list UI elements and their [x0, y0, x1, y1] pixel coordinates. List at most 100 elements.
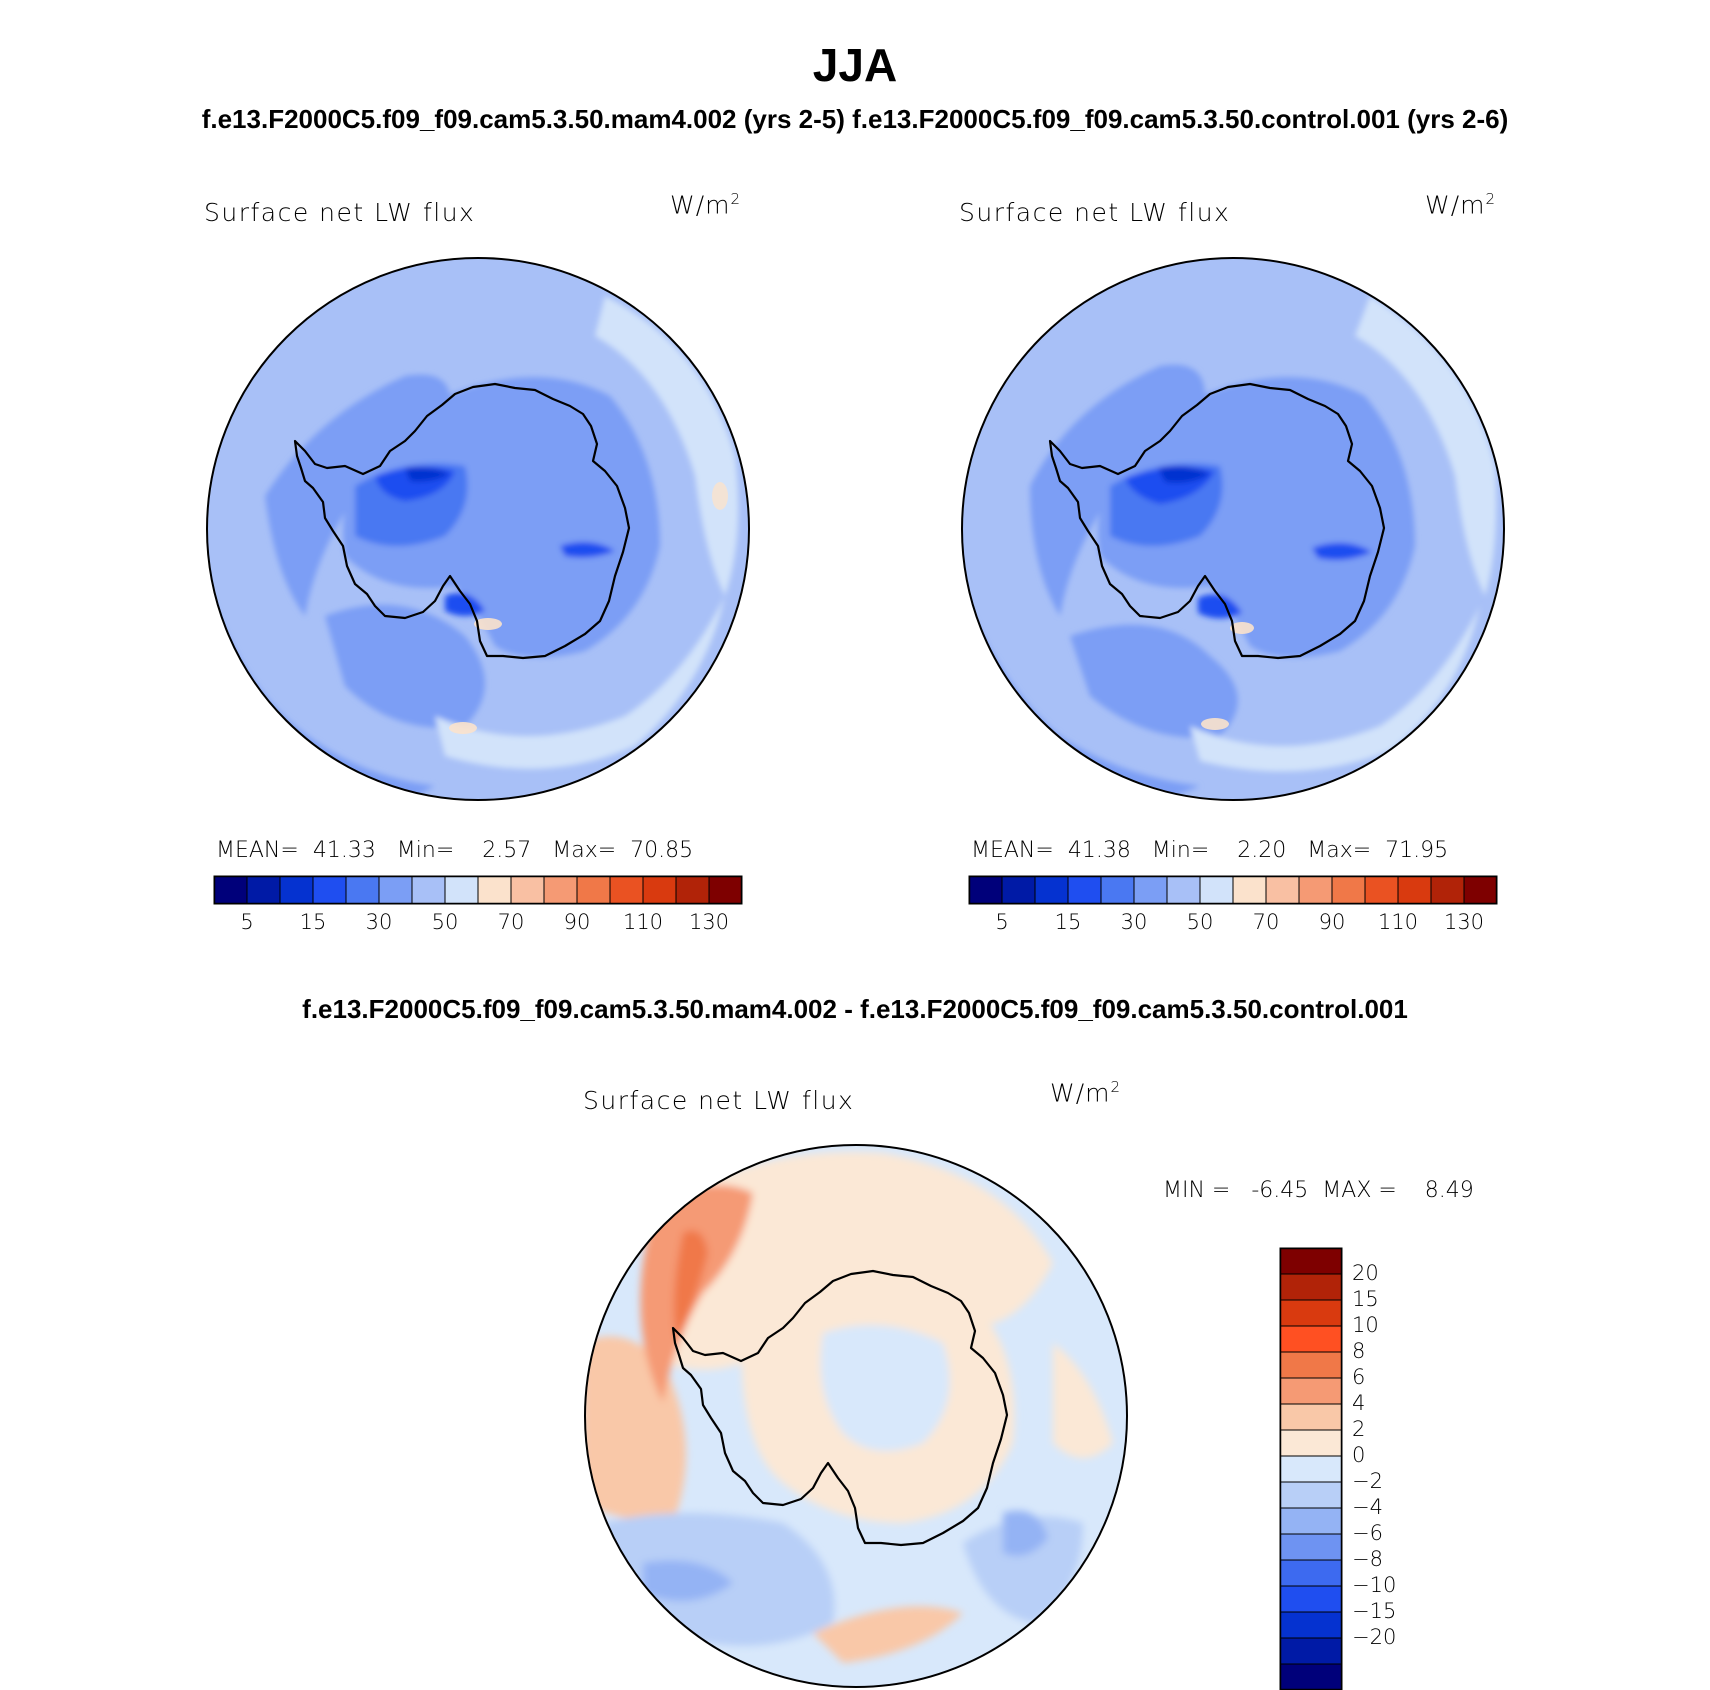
colorbar-swatch [1331, 875, 1366, 905]
diff-panel-units: W/m2 [1050, 1078, 1122, 1108]
colorbar-tick-label: −4 [1352, 1495, 1383, 1519]
colorbar-tick-label: 130 [688, 910, 730, 934]
colorbar-swatch [1279, 1585, 1343, 1613]
panel2-colorbar-labels: 5 15 30 50 70 90 110 130 [969, 910, 1497, 940]
colorbar-swatch [1397, 875, 1432, 905]
panel1-stats: MEAN= 41.33 Min= 2.57 Max= 70.85 [216, 838, 694, 863]
figure-title: JJA [812, 39, 898, 91]
field-ne-light [595, 296, 739, 596]
colorbar-swatch [477, 875, 512, 905]
map-boundary [961, 257, 1505, 801]
field-continent-fill [343, 377, 660, 658]
colorbar-swatch [444, 875, 479, 905]
panel1-colorbar-labels: 5 15 30 50 70 90 110 130 [214, 910, 742, 940]
colorbar-swatch [543, 875, 578, 905]
colorbar-swatch [1279, 1247, 1343, 1275]
colorbar-swatch [1279, 1533, 1343, 1561]
diff-colorbar-labels: 20 15 10 8 6 4 2 0 −2 −4 −6 −8 −10 −15 −20 [1352, 1248, 1432, 1690]
colorbar-swatch [1279, 1429, 1343, 1457]
colorbar-tick-label: 5 [240, 910, 254, 934]
colorbar-tick-label: −2 [1352, 1469, 1383, 1493]
colorbar-frame [968, 875, 1498, 905]
colorbar-tick-label: 4 [1352, 1391, 1366, 1415]
field-blue-continent [820, 1325, 950, 1451]
colorbar-tick-label: −20 [1352, 1625, 1397, 1649]
colorbar-tick-label: 110 [622, 910, 664, 934]
diff-stats: MIN = -6.45 MAX = 8.49 [1163, 1178, 1474, 1203]
colorbar-swatch [1279, 1403, 1343, 1431]
field-ross-strong [1198, 594, 1242, 619]
case-comparison-title: f.e13.F2000C5.f09_f09.cam5.3.50.mam4.002… [201, 104, 1509, 134]
colorbar-swatch [1100, 875, 1135, 905]
panel2-polar-map [961, 257, 1505, 801]
colorbar-tick-label: −6 [1352, 1521, 1383, 1545]
colorbar-tick-label: 30 [365, 910, 393, 934]
field-east-strong [1312, 542, 1372, 560]
colorbar-tick-label: 50 [1186, 910, 1214, 934]
colorbar-swatch [642, 875, 677, 905]
colorbar-tick-label: 8 [1352, 1339, 1366, 1363]
colorbar-swatch [1279, 1325, 1343, 1353]
panel2-title: Surface net LW flux [959, 198, 1231, 227]
colorbar-tick-label: 6 [1352, 1365, 1366, 1389]
field-south-deep [1070, 624, 1238, 738]
colorbar-swatch [1279, 1273, 1343, 1301]
field-continent-core [1158, 466, 1210, 483]
colorbar-swatch [1463, 875, 1498, 905]
colorbar-swatch [1279, 1299, 1343, 1327]
panel2-stats: MEAN= 41.38 Min= 2.20 Max= 71.95 [971, 838, 1449, 863]
diff-colorbar [1279, 1247, 1343, 1690]
field-warm-east [1053, 1343, 1113, 1458]
colorbar-tick-label: 15 [1054, 910, 1082, 934]
colorbar-swatch [675, 875, 710, 905]
colorbar-swatch [1279, 1637, 1343, 1665]
colorbar-tick-label: 10 [1352, 1313, 1379, 1337]
colorbar-frame [213, 875, 743, 905]
colorbar-tick-label: 5 [995, 910, 1009, 934]
colorbar-swatch [1265, 875, 1300, 905]
colorbar-tick-label: 0 [1352, 1443, 1366, 1467]
field-south-deep [325, 604, 485, 728]
colorbar-swatch [1034, 875, 1069, 905]
colorbar-tick-label: 130 [1443, 910, 1485, 934]
field-east-strong [560, 542, 615, 558]
field-warm-spot [449, 722, 477, 734]
colorbar-swatch [968, 875, 1003, 905]
colorbar-swatch [708, 875, 743, 905]
diff-polar-map [584, 1144, 1128, 1688]
map-boundary [206, 257, 750, 801]
field-blue-deep-sw [643, 1560, 733, 1601]
colorbar-swatch [378, 875, 413, 905]
colorbar-swatch [609, 875, 644, 905]
difference-title: f.e13.F2000C5.f09_f09.cam5.3.50.mam4.002… [302, 994, 1408, 1024]
colorbar-swatch [1279, 1611, 1343, 1639]
colorbar-tick-label: 70 [497, 910, 525, 934]
colorbar-swatch [1279, 1351, 1343, 1379]
colorbar-swatch [1298, 875, 1333, 905]
colorbar-tick-label: 110 [1377, 910, 1419, 934]
field-warm-south [813, 1606, 963, 1663]
colorbar-swatch [1199, 875, 1234, 905]
field-red-west [640, 1185, 753, 1403]
field-red-core [674, 1230, 708, 1343]
antarctica-coastline [1048, 382, 1386, 660]
colorbar-tick-label: −10 [1352, 1573, 1397, 1597]
colorbar-tick-label: 30 [1120, 910, 1148, 934]
colorbar-swatch [411, 875, 446, 905]
colorbar-swatch [1430, 875, 1465, 905]
field-continent-core [405, 466, 450, 482]
colorbar-swatch [1279, 1377, 1343, 1405]
diff-panel-title: Surface net LW flux [583, 1086, 855, 1115]
colorbar-tick-label: 50 [431, 910, 459, 934]
field-warm-spot [1230, 622, 1254, 634]
field-ne-light [1355, 296, 1497, 596]
panel1-units: W/m2 [670, 190, 742, 220]
antarctica-coastline [671, 1269, 1009, 1547]
panel2-colorbar [968, 875, 1498, 905]
colorbar-swatch [213, 875, 248, 905]
panel2-units: W/m2 [1425, 190, 1497, 220]
colorbar-swatch [345, 875, 380, 905]
colorbar-swatch [1067, 875, 1102, 905]
colorbar-swatch [1364, 875, 1399, 905]
field-warm-spot [474, 618, 502, 630]
